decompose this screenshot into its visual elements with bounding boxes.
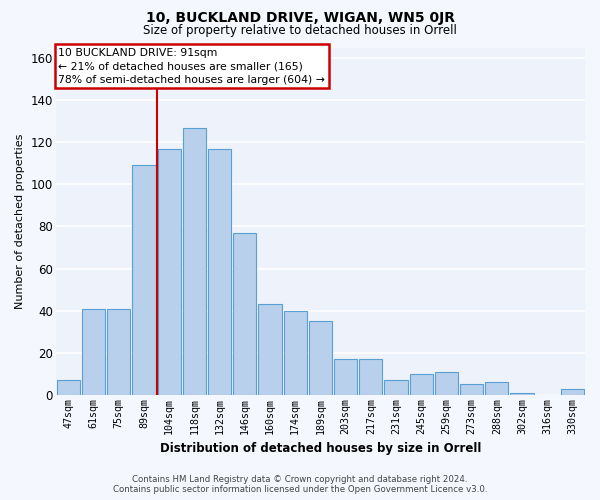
Bar xyxy=(82,308,105,395)
Bar xyxy=(133,166,155,395)
Bar xyxy=(485,382,508,395)
Text: Contains HM Land Registry data © Crown copyright and database right 2024.
Contai: Contains HM Land Registry data © Crown c… xyxy=(113,474,487,494)
Bar xyxy=(233,233,256,395)
Bar xyxy=(208,148,231,395)
Bar xyxy=(334,359,357,395)
Bar xyxy=(359,359,382,395)
Text: 10 BUCKLAND DRIVE: 91sqm
← 21% of detached houses are smaller (165)
78% of semi-: 10 BUCKLAND DRIVE: 91sqm ← 21% of detach… xyxy=(58,48,325,84)
Bar xyxy=(259,304,281,395)
Bar xyxy=(107,308,130,395)
Bar xyxy=(284,310,307,395)
Bar xyxy=(410,374,433,395)
X-axis label: Distribution of detached houses by size in Orrell: Distribution of detached houses by size … xyxy=(160,442,481,455)
Bar xyxy=(57,380,80,395)
Bar xyxy=(561,388,584,395)
Y-axis label: Number of detached properties: Number of detached properties xyxy=(15,134,25,309)
Bar xyxy=(158,148,181,395)
Text: Size of property relative to detached houses in Orrell: Size of property relative to detached ho… xyxy=(143,24,457,37)
Bar xyxy=(183,128,206,395)
Bar xyxy=(385,380,407,395)
Bar xyxy=(435,372,458,395)
Bar xyxy=(460,384,483,395)
Text: 10, BUCKLAND DRIVE, WIGAN, WN5 0JR: 10, BUCKLAND DRIVE, WIGAN, WN5 0JR xyxy=(146,11,455,25)
Bar xyxy=(309,321,332,395)
Bar xyxy=(511,393,533,395)
